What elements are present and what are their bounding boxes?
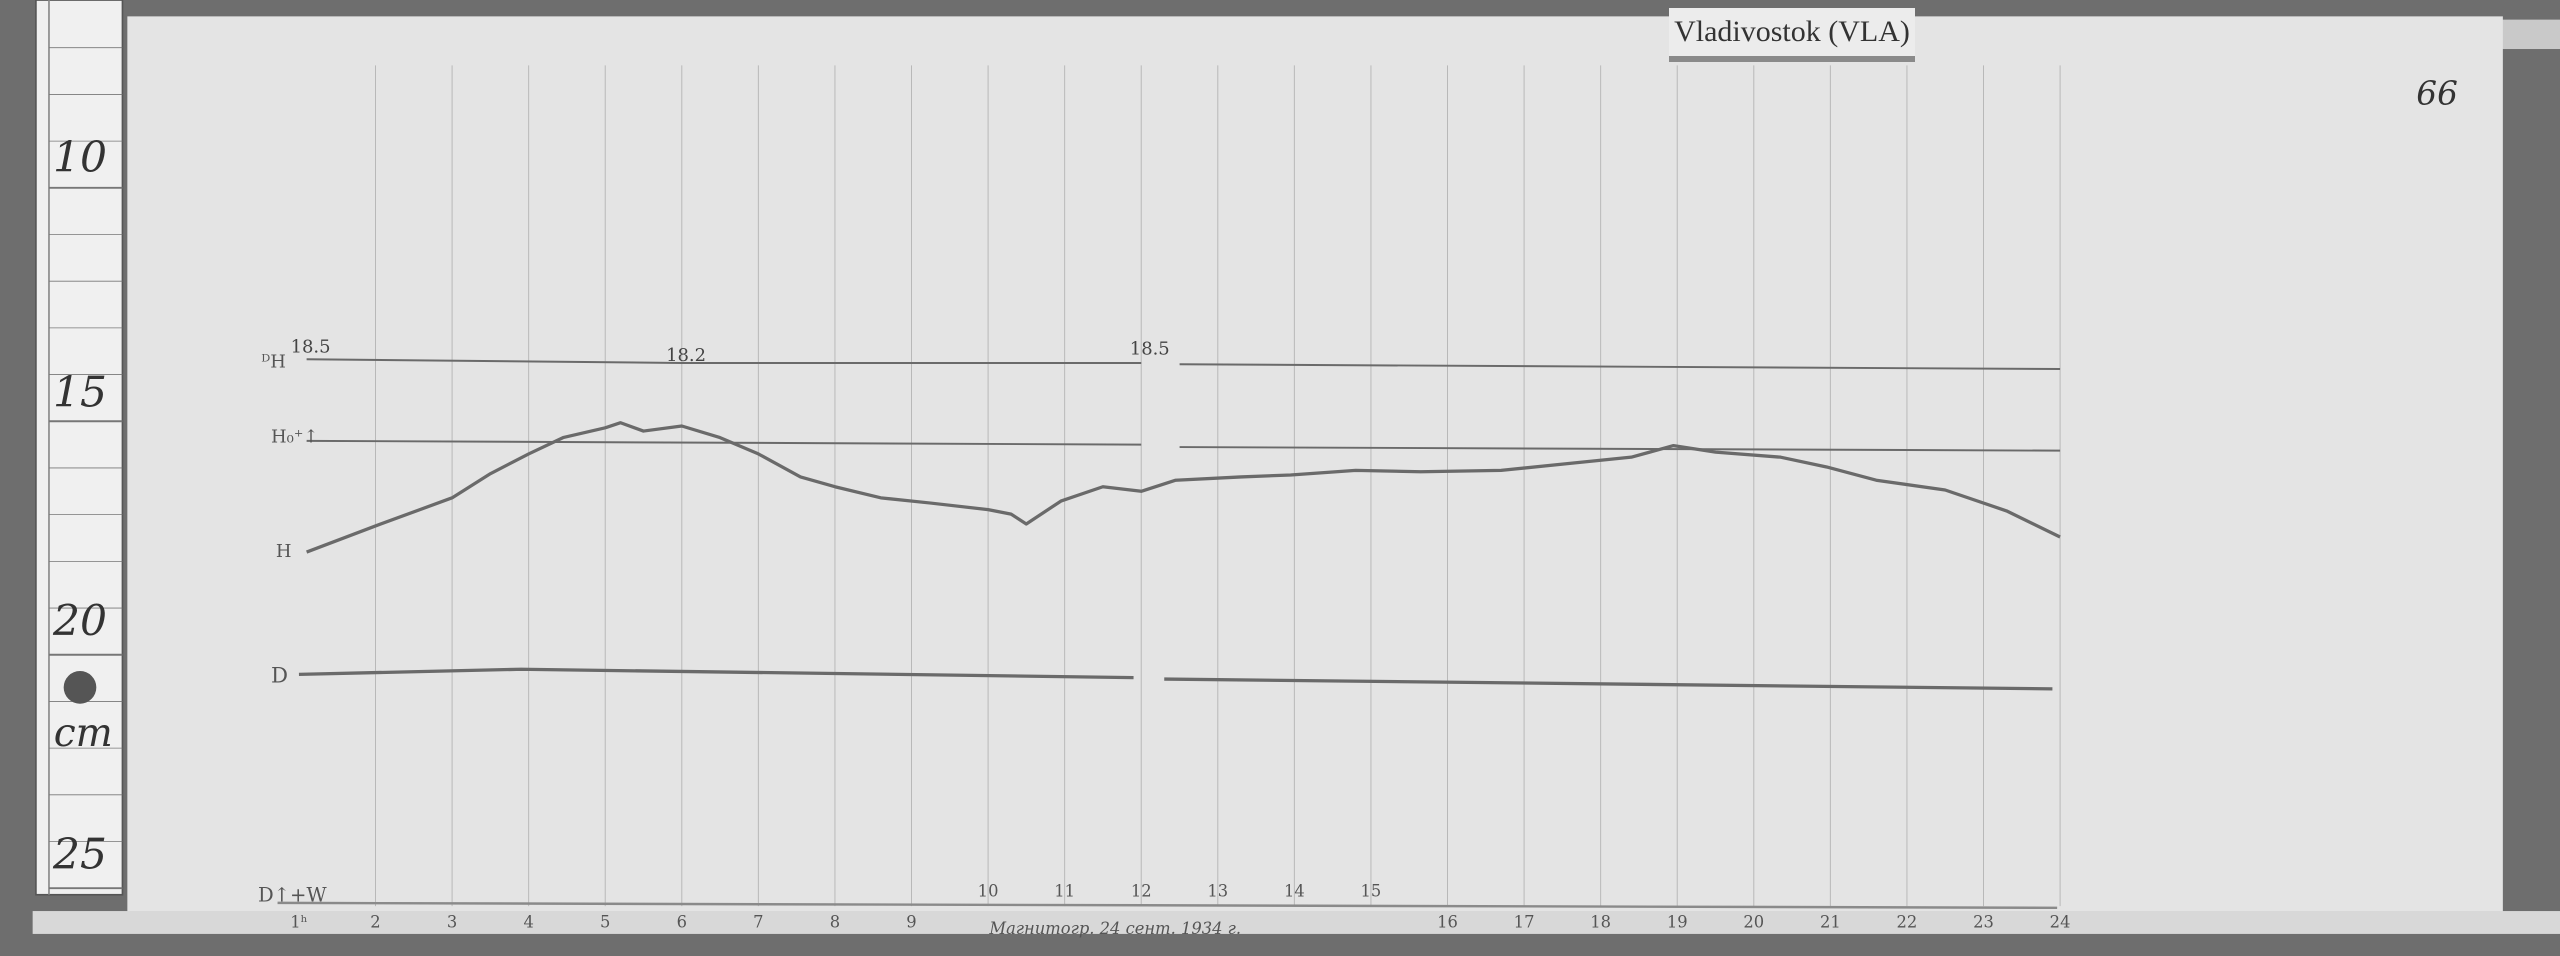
x-tick-label: 8 <box>830 912 840 931</box>
trace-h-1 <box>1179 363 2061 370</box>
x-tick-label: 5 <box>600 912 610 931</box>
traces <box>298 358 2061 691</box>
label-h0: H₀⁺↑ <box>271 426 318 447</box>
ruler-label-15: 15 <box>53 369 107 418</box>
x-tick-label: 23 <box>1973 912 1994 931</box>
scale-value-noon: 18.5 <box>1130 338 1170 359</box>
x-tick-label: 13 <box>1207 881 1228 900</box>
x-tick-label: 2 <box>370 912 380 931</box>
x-tick-label: 16 <box>1437 912 1458 931</box>
trace-h-0 <box>306 358 1142 364</box>
x-tick-label: 4 <box>523 912 533 931</box>
paper <box>127 16 2503 915</box>
ruler-logo-icon <box>63 671 97 704</box>
x-tick-label: 22 <box>1897 912 1918 931</box>
ruler-label-25: 25 <box>52 831 107 880</box>
trace-h-1 <box>1179 446 2061 452</box>
x-tick-label: 15 <box>1361 881 1382 900</box>
label-d: D <box>271 663 288 688</box>
ruler-unit: cm <box>54 711 113 756</box>
x-tick-label: 10 <box>978 881 999 900</box>
bottom-strip <box>32 911 2560 934</box>
scale-value-mid: 18.2 <box>666 345 706 366</box>
trace-h-0 <box>306 439 1142 446</box>
page-number: 66 <box>2416 75 2458 113</box>
x-tick-label: 21 <box>1820 912 1841 931</box>
time-mark-line <box>277 901 2058 910</box>
x-tick-label: 17 <box>1514 912 1535 931</box>
x-tick-label: 18 <box>1590 912 1611 931</box>
x-tick-label: 12 <box>1131 881 1152 900</box>
x-tick-label: 1ʰ <box>290 912 307 931</box>
station-label: Vladivostok (VLA) <box>1669 8 1915 62</box>
trace-d-0 <box>298 667 1134 680</box>
label-h: H <box>276 541 292 562</box>
ruler-ticks <box>48 47 123 890</box>
x-tick-label: 6 <box>677 912 687 931</box>
trace-h-0 <box>306 421 2061 554</box>
x-tick-label: 3 <box>447 912 457 931</box>
x-tick-label: 20 <box>1743 912 1764 931</box>
x-tick-label: 19 <box>1667 912 1688 931</box>
x-tick-label: 11 <box>1054 881 1075 900</box>
label-dh: ᴰH <box>261 351 286 372</box>
ruler <box>35 0 124 896</box>
ruler-label-10: 10 <box>53 133 107 182</box>
hour-gridlines <box>277 65 2061 910</box>
scale-value-start: 18.5 <box>291 337 331 358</box>
label-d-bottom: D↑+W <box>258 883 328 906</box>
footnote: Магнитогр. 24 сент. 1934 г. <box>988 919 1241 938</box>
trace-d-1 <box>1164 677 2053 691</box>
x-tick-label: 14 <box>1284 881 1305 900</box>
x-tick-label: 9 <box>906 912 916 931</box>
ruler-label-20: 20 <box>52 597 107 646</box>
x-tick-label: 7 <box>753 912 763 931</box>
x-tick-label: 24 <box>2050 912 2071 931</box>
